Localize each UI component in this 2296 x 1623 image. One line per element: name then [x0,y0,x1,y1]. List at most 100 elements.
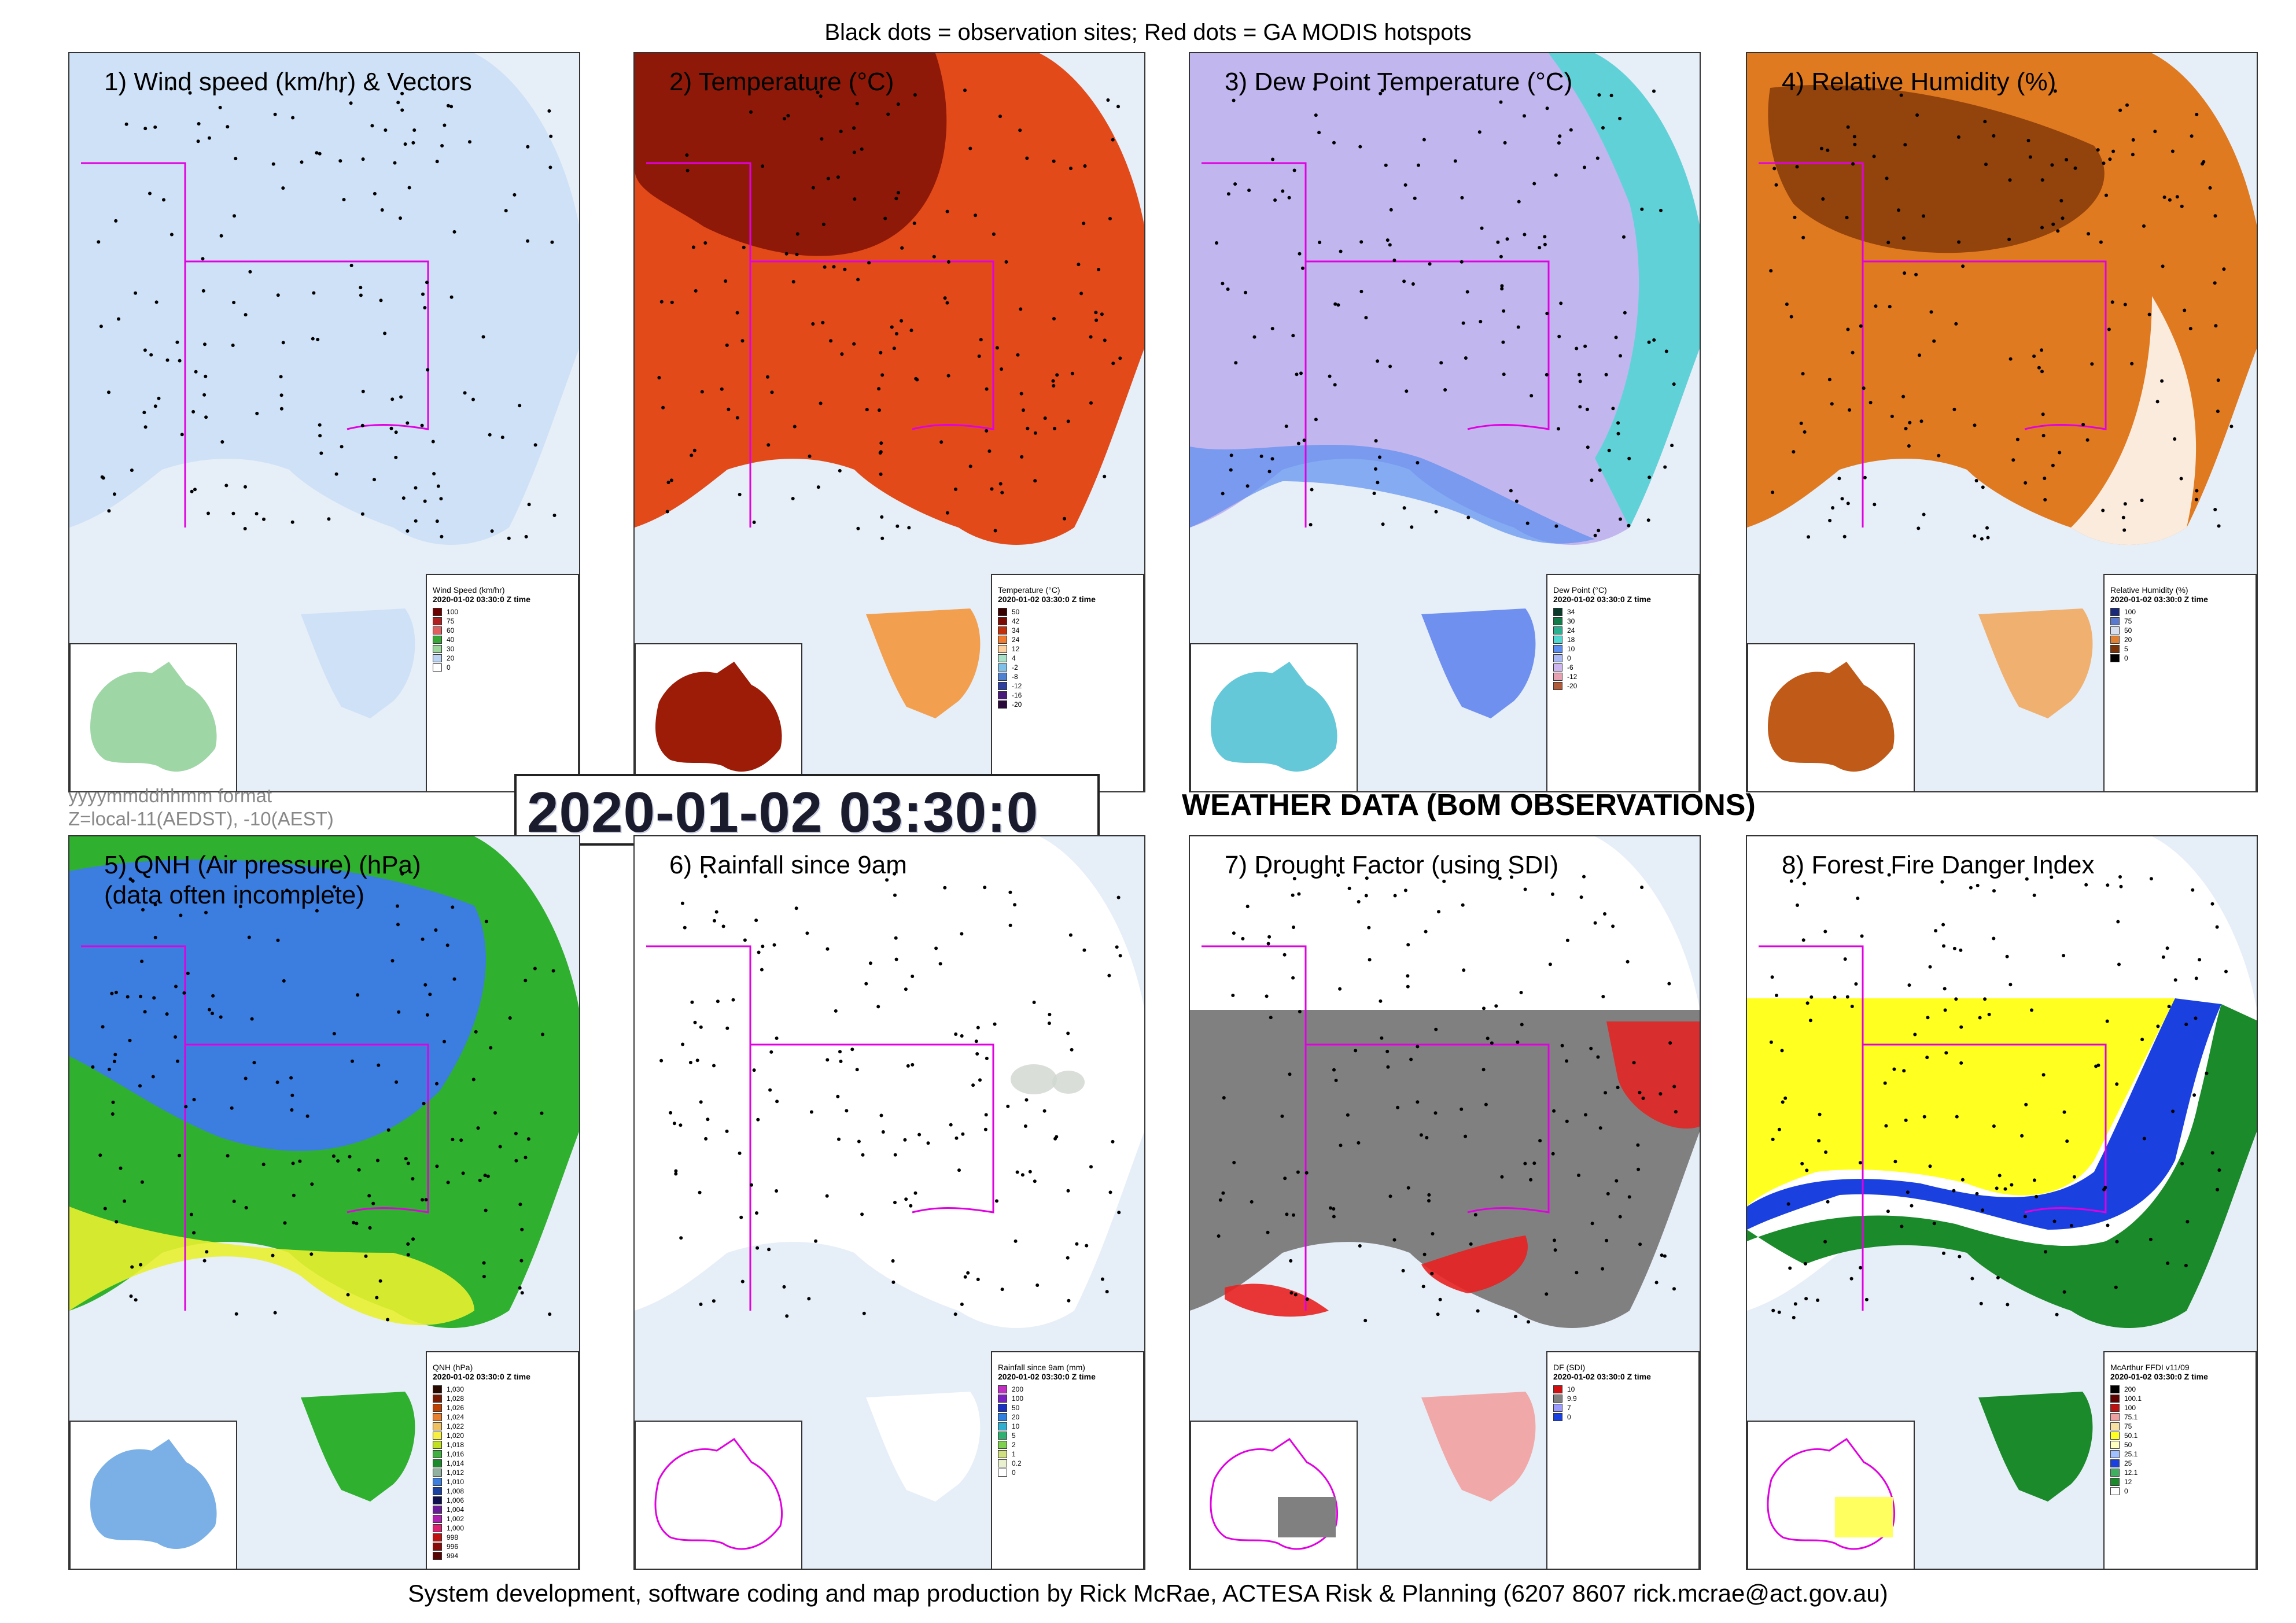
observation-site-dot [244,1206,248,1209]
observation-site-dot [1596,1055,1600,1059]
observation-site-dot [1660,1253,1664,1257]
observation-site-dot [340,445,344,449]
observation-site-dot [699,1025,703,1029]
legend-swatch [1553,682,1562,690]
observation-site-dot [1267,470,1272,474]
observation-site-dot [1008,923,1012,927]
observation-site-dot [1287,196,1291,200]
observation-site-dot [370,124,374,128]
observation-site-dot [1551,892,1554,896]
observation-site-dot [770,390,774,394]
observation-site-dot [1267,935,1272,939]
legend-label: 996 [447,1543,459,1551]
observation-site-dot [1384,163,1388,167]
panel-rainfall[interactable]: 6) Rainfall since 9am Rainfall since 9am… [633,835,1145,1570]
observation-site-dot [1848,408,1852,412]
observation-site-dot [704,1137,708,1141]
legend-dew-point: Dew Point (°C) 2020-01-02 03:30:0 Z time… [1546,574,1700,791]
legend-item: 0 [2110,1486,2250,1496]
observation-site-dot [1460,196,1464,200]
observation-site-dot [1995,1186,1999,1190]
panel-qnh[interactable]: 5) QNH (Air pressure) (hPa) (data often … [68,835,580,1570]
observation-site-dot [1970,1277,1974,1281]
panel-drought-factor[interactable]: 7) Drought Factor (using SDI) DF (SDI) 2… [1189,835,1701,1570]
legend-label: -20 [1012,700,1022,709]
observation-site-dot [373,478,376,482]
observation-site-dot [1004,260,1008,264]
legend-item: 25.1 [2110,1449,2250,1459]
observation-site-dot [1897,208,1900,212]
observation-site-dot [1627,1195,1631,1199]
panel-relative-humidity[interactable]: 4) Relative Humidity (%) Relative Humidi… [1746,52,2258,792]
legend-item: 1,022 [433,1422,572,1431]
observation-site-dot [2184,1264,2188,1267]
legend-swatch [1553,645,1562,653]
observation-site-dot [985,1056,989,1060]
panel-ffdi[interactable]: 8) Forest Fire Danger Index McArthur FFD… [1746,835,2258,1570]
panel-temperature[interactable]: 2) Temperature (°C) Temperature (°C) 202… [633,52,1145,792]
observation-site-dot [2030,1008,2033,1012]
observation-site-dot [482,1275,486,1278]
observation-site-dot [273,1311,277,1315]
legend-label: 9.9 [1567,1395,1577,1403]
observation-site-dot [332,885,336,889]
observation-site-dot [1884,1124,1888,1128]
observation-site-dot [489,1046,493,1050]
observation-site-dot [115,1220,119,1224]
observation-site-dot [1332,1215,1336,1219]
observation-site-dot [1063,517,1066,521]
observation-site-dot [2032,354,2036,358]
observation-site-dot [451,1138,455,1142]
observation-site-dot [974,213,978,217]
ffdi-map [1747,836,2257,1569]
observation-site-dot [1532,1161,1536,1165]
legend-item: 996 [433,1542,572,1551]
observation-site-dot [2131,138,2135,142]
observation-site-dot [1614,335,1618,340]
panel-wind-speed[interactable]: 1) Wind speed (km/hr) & Vectors Wind Spe… [68,52,580,792]
legend-swatch [2110,1441,2120,1449]
observation-site-dot [1517,200,1521,204]
observation-site-dot [1523,233,1527,237]
observation-site-dot [364,1254,368,1258]
observation-site-dot [1032,1001,1036,1004]
observation-site-dot [153,404,157,408]
observation-site-dot [775,1189,779,1193]
legend-title: DF (SDI) [1553,1363,1586,1372]
observation-site-dot [808,454,812,458]
observation-site-dot [526,1137,530,1141]
observation-site-dot [1018,128,1022,132]
observation-site-dot [292,1193,296,1197]
observation-site-dot [262,517,266,521]
observation-site-dot [130,1265,134,1269]
observation-site-dot [1427,1193,1431,1197]
observation-site-dot [243,527,247,530]
observation-site-dot [1406,984,1410,988]
legend-item: 100 [2110,607,2250,617]
observation-site-dot [885,878,889,882]
observation-site-dot [1024,1098,1029,1102]
observation-site-dot [1672,1287,1676,1291]
observation-site-dot [1385,238,1390,242]
observation-site-dot [1992,134,1996,138]
observation-site-dot [1904,1118,1908,1122]
observation-site-dot [368,1226,372,1230]
observation-site-dot [291,1161,295,1165]
legend-item: 100 [998,1394,1137,1403]
panel-dew-point[interactable]: 3) Dew Point Temperature (°C) Dew Point … [1189,52,1701,792]
observation-site-dot [2110,300,2114,304]
observation-site-dot [909,1204,913,1208]
observation-site-dot [2052,1219,2057,1223]
observation-site-dot [1804,1297,1808,1301]
observation-site-dot [435,1082,438,1086]
observation-site-dot [1422,138,1426,142]
observation-site-dot [1565,1119,1569,1123]
legend-item: 1,026 [433,1403,572,1412]
observation-site-dot [476,1126,480,1130]
observation-site-dot [1618,116,1622,120]
observation-site-dot [742,245,746,249]
legend-label: -12 [1567,673,1578,681]
observation-site-dot [1860,934,1864,938]
observation-site-dot [112,1060,116,1064]
observation-site-dot [2147,312,2151,316]
